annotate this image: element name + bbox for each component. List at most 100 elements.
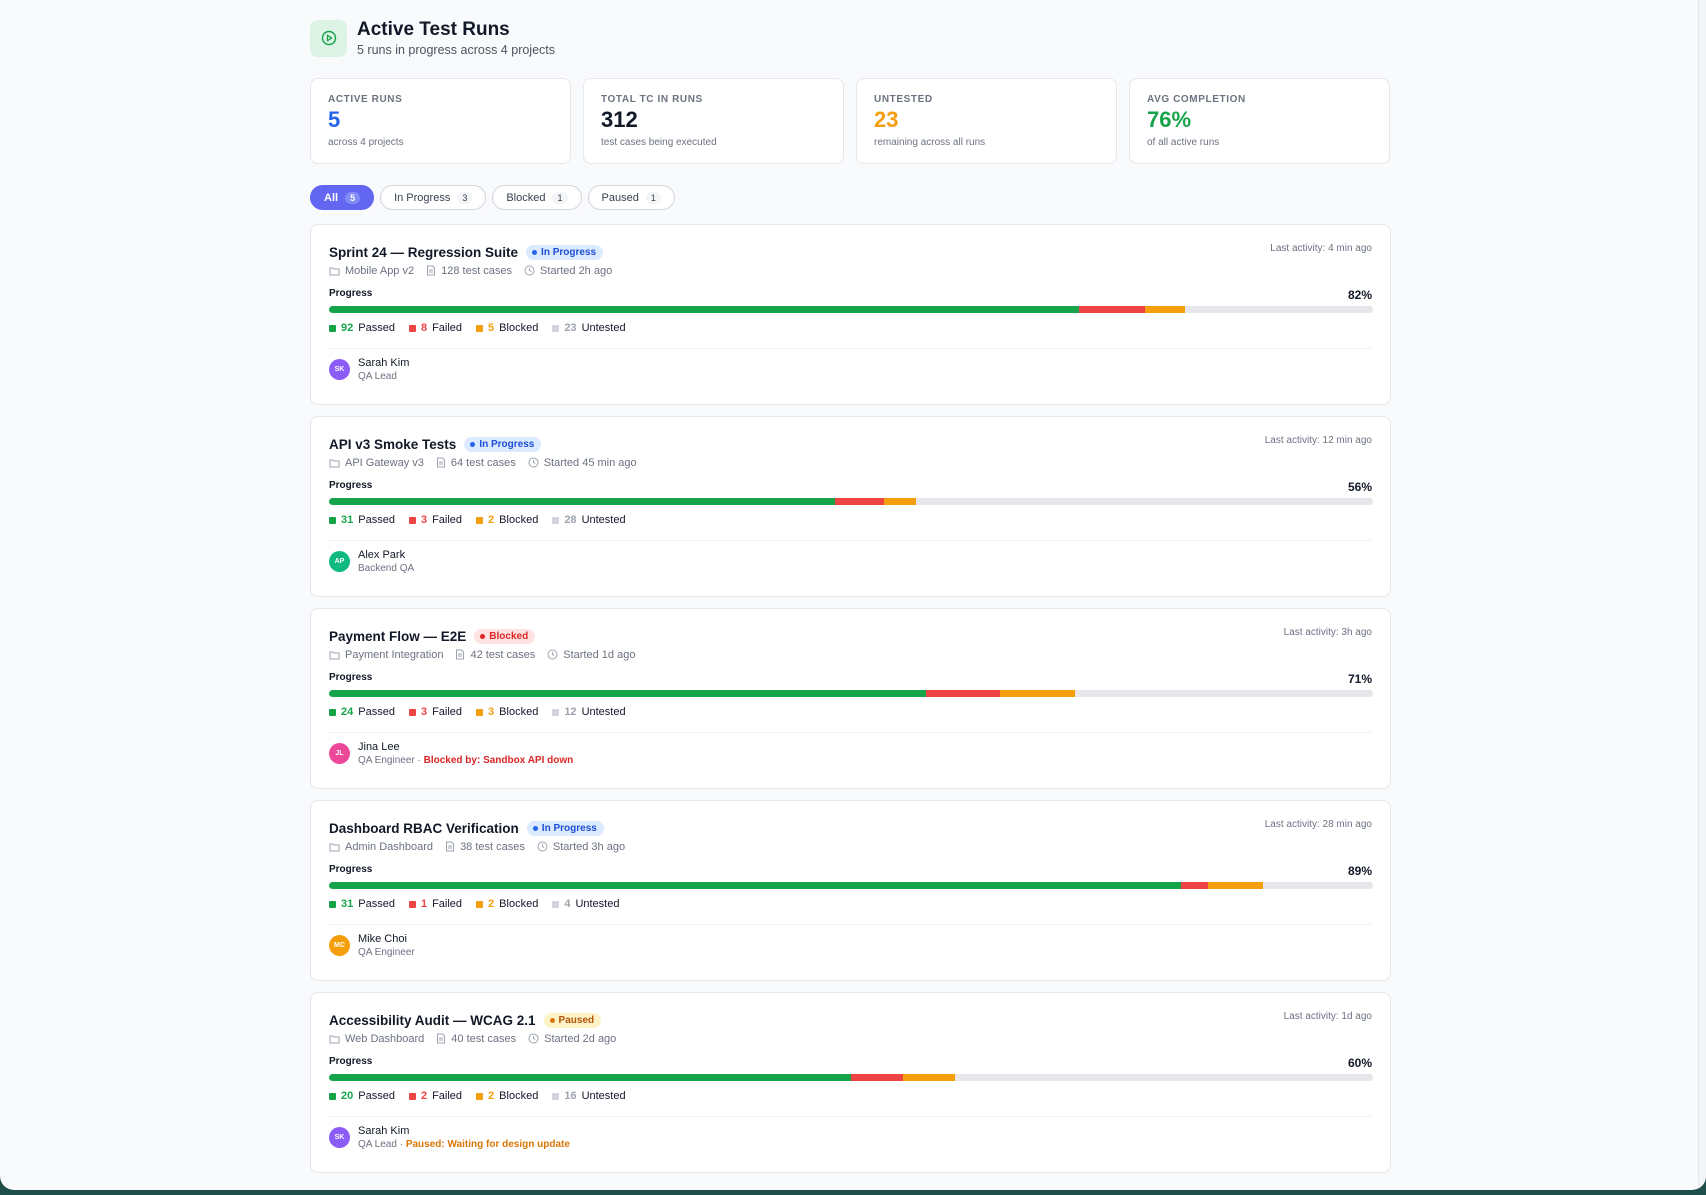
filter-blocked[interactable]: Blocked 1 (492, 185, 582, 210)
untested-label: Untested (581, 706, 626, 718)
last-activity: Last activity: 3h ago (1283, 627, 1372, 638)
progress-label: Progress (329, 864, 373, 875)
status-badge: Blocked (474, 628, 536, 644)
assignee-role-line: QA Engineer (358, 947, 415, 958)
project-name: Payment Integration (345, 648, 444, 661)
filter-all[interactable]: All 5 (310, 185, 375, 210)
run-title[interactable]: Sprint 24 — Regression Suite (329, 244, 519, 260)
stat-label: TOTAL TC IN RUNS (601, 94, 703, 105)
passed-swatch (329, 1092, 336, 1100)
progress-percent: 71% (1347, 672, 1372, 686)
passed-label: Passed (358, 514, 395, 526)
project-name: Web Dashboard (345, 1032, 425, 1045)
filter-label: Blocked (506, 191, 546, 204)
run-meta: Web Dashboard 40 test cases Started 2d a… (329, 1031, 1372, 1046)
run-title[interactable]: API v3 Smoke Tests (329, 436, 457, 452)
untested-count: 16 Untested (552, 1090, 626, 1102)
filter-count: 1 (645, 191, 661, 204)
run-title-row: Dashboard RBAC Verification In Progress (329, 819, 1372, 837)
untested-count: 28 Untested (552, 514, 626, 526)
avatar[interactable]: AP (329, 551, 350, 572)
result-counts: 24 Passed 3 Failed 3 Blocked 12 Untested (329, 706, 1372, 718)
run-card[interactable]: Payment Flow — E2E Blocked Last activity… (310, 608, 1391, 789)
avatar[interactable]: MC (329, 935, 350, 956)
play-circle-icon (310, 19, 347, 57)
blocked-number: 5 (488, 322, 495, 334)
run-title-row: API v3 Smoke Tests In Progress (329, 435, 1372, 453)
document-icon (436, 457, 445, 468)
page-title: Active Test Runs (357, 19, 510, 40)
failed-swatch (408, 516, 416, 524)
untested-label: Untested (575, 898, 620, 910)
project-meta: Mobile App v2 (329, 265, 414, 277)
passed-number: 92 (341, 322, 354, 334)
assignee: JL Jina Lee QA Engineer · Blocked by: Sa… (329, 741, 1372, 766)
blocked-label: Blocked (499, 514, 539, 526)
assignee-role: QA Engineer (358, 755, 415, 766)
run-card[interactable]: API v3 Smoke Tests In Progress Last acti… (310, 416, 1391, 597)
test-case-count: 128 test cases (441, 264, 513, 277)
clock-icon (528, 1033, 539, 1044)
avatar[interactable]: SK (329, 1127, 350, 1148)
avatar[interactable]: SK (329, 359, 350, 380)
run-title[interactable]: Accessibility Audit — WCAG 2.1 (329, 1012, 536, 1028)
assignee-role: Backend QA (358, 563, 415, 574)
progress-row: Progress 60% (329, 1056, 1372, 1070)
assignee-note: Paused: Waiting for design update (405, 1139, 570, 1150)
failed-segment (851, 1074, 904, 1081)
filter-count: 5 (345, 191, 361, 204)
passed-count: 24 Passed (329, 706, 395, 718)
blocked-swatch (476, 516, 484, 524)
passed-segment (329, 1074, 851, 1081)
untested-number: 28 (564, 514, 577, 526)
passed-segment (329, 306, 1080, 313)
result-counts: 20 Passed 2 Failed 2 Blocked 16 Untested (329, 1090, 1372, 1102)
started-time: Started 1d ago (563, 648, 636, 661)
scrollbar[interactable] (1698, 0, 1706, 1190)
failed-number: 3 (420, 706, 428, 718)
progress-label: Progress (329, 288, 373, 299)
folder-icon (329, 459, 340, 467)
test-case-count: 42 test cases (470, 648, 536, 661)
result-counts: 31 Passed 1 Failed 2 Blocked 4 Untested (329, 898, 1372, 910)
avatar[interactable]: JL (329, 743, 350, 764)
divider (329, 1116, 1372, 1117)
assignee-name: Jina Lee (358, 741, 400, 753)
passed-swatch (329, 324, 336, 332)
started-time: Started 45 min ago (543, 456, 637, 469)
blocked-number: 2 (488, 1090, 495, 1102)
stat-value: 23 (874, 107, 899, 132)
test-case-count: 38 test cases (460, 840, 525, 853)
failed-count: 8 Failed (408, 322, 463, 334)
stat-label: AVG COMPLETION (1147, 94, 1246, 105)
assignee-name: Alex Park (358, 549, 406, 561)
document-icon (427, 265, 436, 276)
run-title-row: Payment Flow — E2E Blocked (329, 627, 1372, 645)
run-card[interactable]: Sprint 24 — Regression Suite In Progress… (310, 224, 1391, 405)
run-card[interactable]: Dashboard RBAC Verification In Progress … (310, 800, 1391, 981)
divider (329, 732, 1372, 733)
run-title[interactable]: Payment Flow — E2E (329, 628, 467, 644)
progress-bar (329, 498, 1373, 505)
filter-paused[interactable]: Paused 1 (587, 185, 675, 210)
blocked-label: Blocked (499, 898, 539, 910)
failed-label: Failed (432, 322, 463, 334)
run-card[interactable]: Accessibility Audit — WCAG 2.1 Paused La… (310, 992, 1391, 1173)
untested-label: Untested (581, 322, 626, 334)
run-meta: API Gateway v3 64 test cases Started 45 … (329, 455, 1372, 470)
untested-swatch (552, 708, 560, 716)
status-badge: Paused (543, 1012, 602, 1028)
run-title[interactable]: Dashboard RBAC Verification (329, 820, 519, 836)
filter-in-progress[interactable]: In Progress 3 (380, 185, 487, 210)
last-activity: Last activity: 28 min ago (1264, 819, 1372, 830)
stats-row: ACTIVE RUNS 5 across 4 projects TOTAL TC… (310, 78, 1391, 164)
passed-count: 31 Passed (329, 898, 395, 910)
assignee-role-line: QA Engineer · Blocked by: Sandbox API do… (358, 755, 573, 766)
filter-label: In Progress (394, 191, 451, 204)
stat-value: 76% (1147, 107, 1192, 132)
page-subtitle: 5 runs in progress across 4 projects (357, 43, 556, 57)
progress-percent: 89% (1347, 864, 1372, 878)
blocked-label: Blocked (499, 322, 539, 334)
result-counts: 31 Passed 3 Failed 2 Blocked 28 Untested (329, 514, 1372, 526)
